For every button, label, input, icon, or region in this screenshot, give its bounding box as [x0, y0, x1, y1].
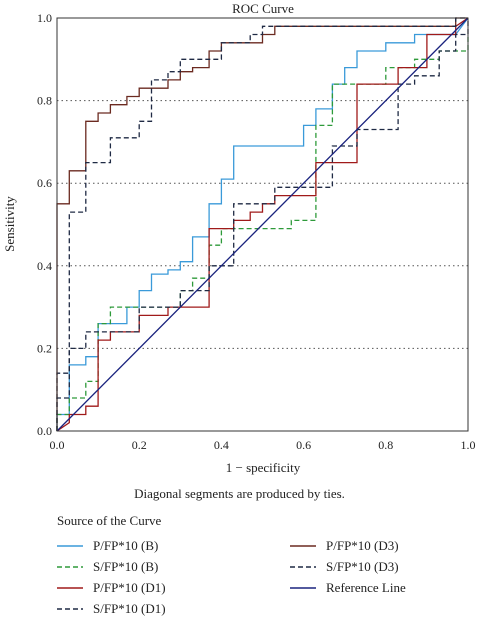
ties-note: Diagonal segments are produced by ties. [134, 486, 345, 501]
x-tick-label-4: 0.8 [378, 438, 393, 452]
chart-title: ROC Curve [232, 1, 294, 16]
x-tick-label-2: 0.4 [214, 438, 229, 452]
legend-item-s-fp-10-d3: S/FP*10 (D3) [290, 558, 399, 576]
legend-swatch [290, 566, 316, 568]
y-axis-label: Sensitivity [2, 196, 17, 252]
legend-swatch [57, 545, 83, 547]
legend-item-s-fp-10-d1: S/FP*10 (D1) [57, 600, 166, 618]
series-line-s-fp-10-d3 [56, 17, 468, 431]
legend-label: S/FP*10 (B) [93, 559, 159, 574]
series-line-s-fp-10-d1 [56, 18, 469, 431]
x-axis-label: 1 − specificity [226, 460, 301, 475]
legend-label: S/FP*10 (D1) [93, 601, 166, 616]
x-tick-label-5: 1.0 [461, 438, 476, 452]
legend-swatch [57, 566, 83, 568]
y-tick-label-5: 1.0 [37, 11, 52, 25]
legend-item-p-fp-10-d1: P/FP*10 (D1) [57, 579, 166, 597]
legend-label: P/FP*10 (B) [93, 538, 159, 553]
legend-item-p-fp-10-d3: P/FP*10 (D3) [290, 537, 399, 555]
legend-swatch [290, 587, 316, 589]
series-line-p-fp-10-d3 [56, 17, 468, 431]
legend-title: Source of the Curve [57, 513, 162, 528]
legend-label: P/FP*10 (D3) [326, 538, 399, 553]
legend-item-reference-line: Reference Line [290, 579, 406, 597]
grid-lines [57, 100, 468, 349]
x-tick-label-0: 0.0 [50, 438, 65, 452]
legend-label: Reference Line [326, 580, 406, 595]
y-tick-label-2: 0.4 [37, 259, 52, 273]
legend-swatch [57, 587, 83, 589]
series-line-reference-line [56, 17, 469, 432]
series-group [56, 17, 469, 432]
series-line-p-fp-10-d1 [56, 17, 469, 432]
legend-item-p-fp-10-b: P/FP*10 (B) [57, 537, 158, 555]
x-tick-label-1: 0.2 [132, 438, 147, 452]
y-tick-labels: 0.0 0.2 0.4 0.6 0.8 1.0 [37, 11, 52, 438]
legend-swatch [290, 545, 316, 547]
x-tick-labels: 0.0 0.2 0.4 0.6 0.8 1.0 [50, 438, 476, 452]
plot-frame [56, 17, 469, 432]
y-tick-label-4: 0.8 [37, 94, 52, 108]
x-tick-label-3: 0.6 [296, 438, 311, 452]
series-line-p-fp-10-b [56, 17, 469, 431]
legend-label: S/FP*10 (D3) [326, 559, 399, 574]
legend-item-s-fp-10-b: S/FP*10 (B) [57, 558, 158, 576]
y-tick-label-3: 0.6 [37, 176, 52, 190]
y-tick-label-1: 0.2 [37, 341, 52, 355]
series-line-s-fp-10-b [56, 34, 469, 431]
legend-label: P/FP*10 (D1) [93, 580, 166, 595]
legend-swatch [57, 608, 83, 610]
y-tick-label-0: 0.0 [37, 424, 52, 438]
